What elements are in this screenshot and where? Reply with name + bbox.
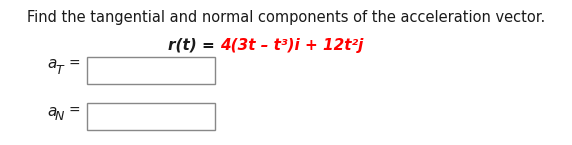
- Text: 4(3t – t³)i + 12t²j: 4(3t – t³)i + 12t²j: [220, 38, 363, 53]
- Text: =: =: [68, 104, 80, 118]
- Text: T: T: [55, 64, 63, 77]
- Text: r(t) =: r(t) =: [168, 38, 220, 53]
- Text: =: =: [68, 57, 80, 71]
- Text: Find the tangential and normal components of the acceleration vector.: Find the tangential and normal component…: [27, 10, 545, 25]
- Bar: [87, 57, 215, 84]
- Text: a: a: [47, 57, 57, 71]
- Text: N: N: [54, 110, 63, 124]
- Bar: [87, 103, 215, 130]
- Text: a: a: [47, 104, 57, 118]
